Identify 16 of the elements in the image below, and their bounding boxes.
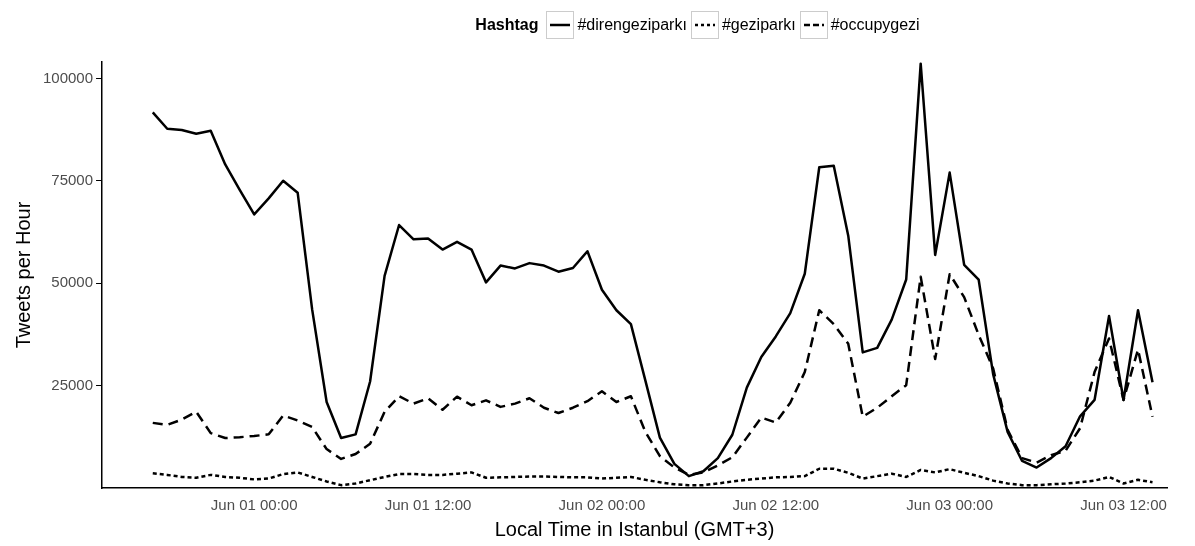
- x-tick-label: Jun 03 12:00: [1080, 496, 1167, 514]
- x-tick-label: Jun 01 00:00: [210, 496, 298, 514]
- x-tick-label: Jun 02 12:00: [732, 496, 820, 514]
- y-tick-label: 75000: [51, 170, 94, 188]
- x-tick-label: Jun 03 00:00: [906, 496, 994, 514]
- x-axis-title: Local Time in Istanbul (GMT+3): [494, 517, 775, 540]
- y-tick-label: 100000: [42, 68, 94, 86]
- legend-label: #direngeziparkı: [577, 16, 687, 34]
- y-tick-label: 50000: [51, 273, 94, 291]
- y-tick-label: 25000: [51, 375, 94, 393]
- x-tick-label: Jun 01 12:00: [384, 496, 472, 514]
- legend-title: Hashtag: [475, 16, 539, 34]
- x-tick-label: Jun 02 00:00: [558, 496, 646, 514]
- legend-label: #geziparkı: [721, 16, 796, 34]
- y-axis-title: Tweets per Hour: [11, 201, 34, 349]
- legend-label: #occupygezi: [830, 16, 920, 34]
